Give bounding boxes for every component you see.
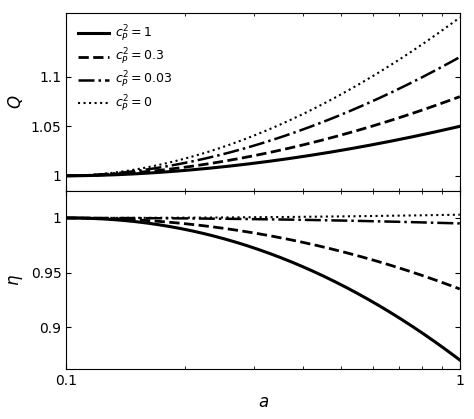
$c_P^2 = 0$: [64, 173, 69, 178]
Line: $c_P^2 = 0.3$: $c_P^2 = 0.3$: [66, 97, 460, 176]
$c_P^2 = 0.3$: [447, 98, 453, 103]
Y-axis label: $Q$: $Q$: [6, 94, 25, 109]
$c_P^2 = 1$: [253, 160, 258, 166]
$c_P^2 = 0.3$: [253, 153, 258, 158]
$c_P^2 = 1$: [298, 154, 303, 159]
$c_P^2 = 0.3$: [64, 173, 69, 178]
$c_P^2 = 0.3$: [457, 94, 463, 99]
$c_P^2 = 0$: [250, 133, 256, 138]
$c_P^2 = 1$: [250, 161, 256, 166]
$c_P^2 = 0.3$: [298, 143, 303, 148]
Y-axis label: $\eta$: $\eta$: [7, 274, 25, 286]
$c_P^2 = 0$: [298, 113, 303, 118]
$c_P^2 = 0.03$: [253, 142, 258, 147]
$c_P^2 = 0$: [386, 64, 392, 69]
$c_P^2 = 0.03$: [298, 128, 303, 133]
Line: $c_P^2 = 1$: $c_P^2 = 1$: [66, 127, 460, 176]
$c_P^2 = 1$: [447, 126, 453, 131]
$c_P^2 = 0$: [457, 15, 463, 20]
Legend: $c_P^2 = 1$, $c_P^2 = 0.3$, $c_P^2 = 0.03$, $c_P^2 = 0$: $c_P^2 = 1$, $c_P^2 = 0.3$, $c_P^2 = 0.0…: [73, 19, 178, 119]
$c_P^2 = 0.03$: [447, 60, 453, 65]
$c_P^2 = 1$: [64, 173, 69, 178]
$c_P^2 = 1$: [276, 158, 282, 163]
$c_P^2 = 0.03$: [457, 54, 463, 59]
X-axis label: $a$: $a$: [257, 393, 269, 411]
$c_P^2 = 0$: [253, 132, 258, 137]
$c_P^2 = 0.3$: [276, 148, 282, 153]
$c_P^2 = 0.3$: [250, 153, 256, 158]
$c_P^2 = 0$: [447, 22, 453, 27]
$c_P^2 = 1$: [386, 139, 392, 144]
$c_P^2 = 0.03$: [386, 91, 392, 96]
$c_P^2 = 0.03$: [250, 143, 256, 148]
$c_P^2 = 1$: [457, 124, 463, 129]
$c_P^2 = 0$: [276, 122, 282, 127]
$c_P^2 = 0.03$: [64, 173, 69, 178]
Line: $c_P^2 = 0$: $c_P^2 = 0$: [66, 18, 460, 176]
$c_P^2 = 0.03$: [276, 135, 282, 140]
Line: $c_P^2 = 0.03$: $c_P^2 = 0.03$: [66, 57, 460, 176]
$c_P^2 = 0.3$: [386, 119, 392, 124]
